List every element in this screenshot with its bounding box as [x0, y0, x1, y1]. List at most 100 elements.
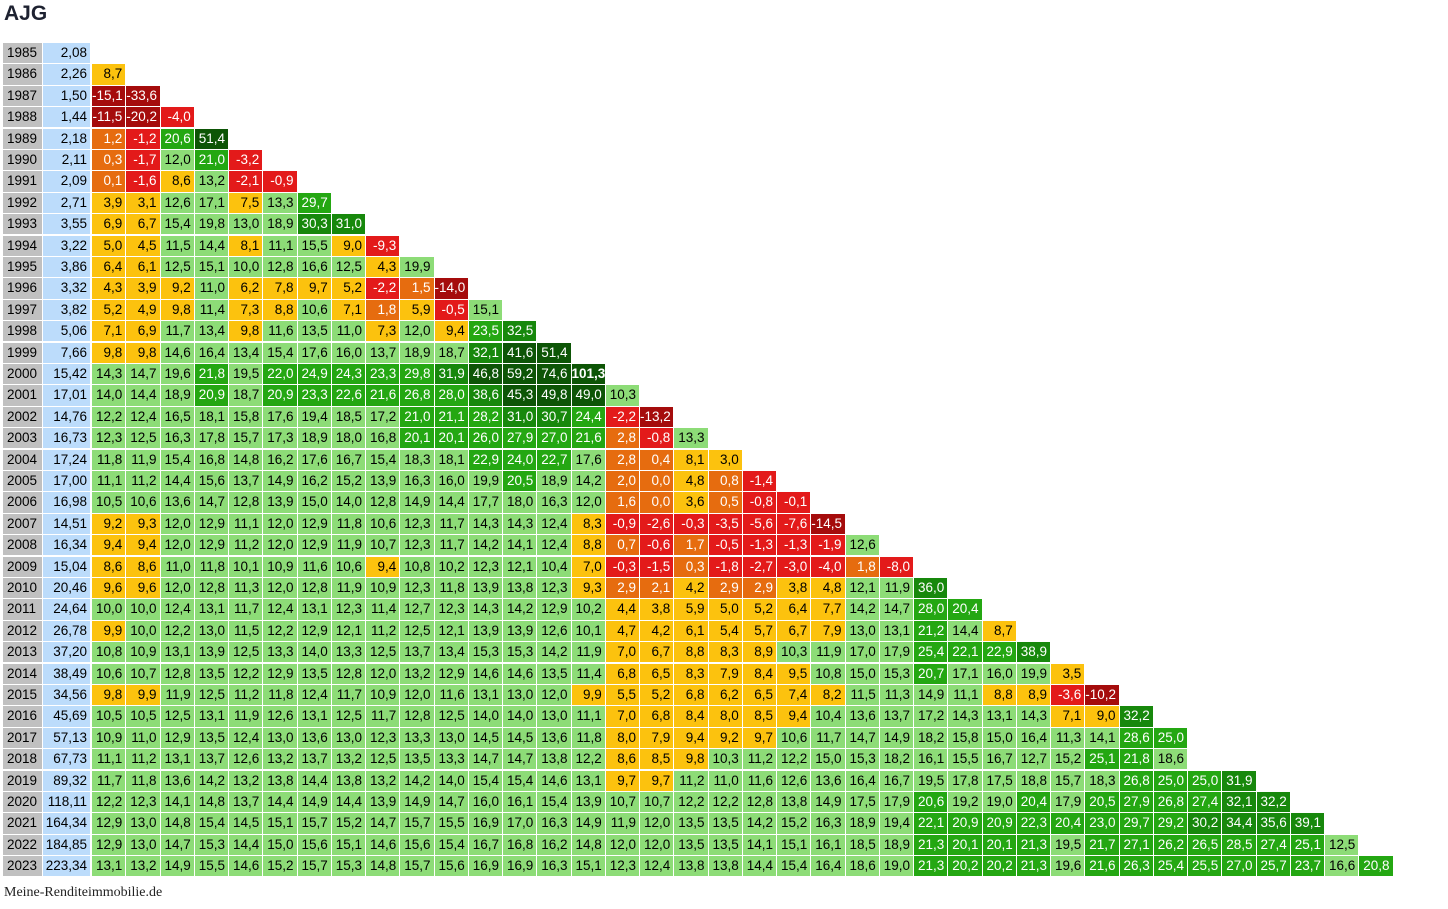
- return-cell: 20,1: [434, 428, 468, 449]
- return-cell: 11,7: [434, 535, 468, 556]
- return-cell: 12,5: [126, 428, 160, 449]
- return-cell: 4,9: [126, 299, 160, 320]
- return-cell: 5,9: [674, 599, 708, 620]
- return-cell: 11,6: [742, 770, 776, 791]
- return-cell: 11,9: [331, 578, 365, 599]
- return-cell: 13,0: [845, 620, 879, 641]
- return-cell: 13,3: [674, 428, 708, 449]
- return-cell: 13,4: [434, 642, 468, 663]
- return-cell: 13,8: [708, 856, 742, 877]
- return-cell: 3,1: [126, 192, 160, 213]
- return-cell: 16,3: [537, 813, 571, 834]
- year-label: 1999: [3, 342, 42, 363]
- return-cell: 10,9: [126, 642, 160, 663]
- return-cell: 10,7: [640, 792, 674, 813]
- return-cell: 13,5: [194, 727, 228, 748]
- return-cell: 16,6: [297, 257, 331, 278]
- return-cell: 12,2: [674, 792, 708, 813]
- return-cell: 24,9: [297, 364, 331, 385]
- price-value: 24,64: [43, 599, 90, 620]
- return-cell: 14,9: [811, 792, 845, 813]
- return-cell: 21,6: [1085, 856, 1119, 877]
- return-cell: 21,3: [914, 856, 948, 877]
- return-cell: 15,3: [845, 749, 879, 770]
- return-cell: 16,8: [503, 834, 537, 855]
- return-cell: 17,6: [263, 406, 297, 427]
- return-cell: 12,0: [263, 578, 297, 599]
- return-cell: 18,8: [1016, 770, 1050, 791]
- return-cell: 0,0: [640, 471, 674, 492]
- return-cell: 9,0: [331, 235, 365, 256]
- return-cell: 14,3: [1016, 706, 1050, 727]
- return-cell: 4,4: [605, 599, 639, 620]
- return-cell: 14,0: [434, 770, 468, 791]
- return-cell: 14,7: [879, 599, 913, 620]
- return-cell: 14,7: [845, 727, 879, 748]
- return-cell: 5,0: [708, 599, 742, 620]
- return-cell: 15,0: [297, 492, 331, 513]
- return-cell: 8,2: [811, 685, 845, 706]
- return-cell: 9,9: [126, 685, 160, 706]
- return-cell: 15,4: [160, 214, 194, 235]
- return-cell: 15,8: [229, 406, 263, 427]
- return-cell: 11,3: [229, 578, 263, 599]
- return-cell: 17,9: [879, 642, 913, 663]
- return-cell: 1,5: [400, 278, 434, 299]
- return-cell: 17,9: [1051, 792, 1085, 813]
- return-cell: 13,5: [297, 321, 331, 342]
- return-cell: 14,0: [297, 642, 331, 663]
- return-cell: 14,6: [229, 856, 263, 877]
- return-cell: 9,4: [674, 727, 708, 748]
- return-cell: 13,1: [297, 706, 331, 727]
- return-cell: 13,8: [263, 770, 297, 791]
- return-cell: 30,2: [1188, 813, 1222, 834]
- return-cell: 6,7: [126, 214, 160, 235]
- return-cell: 8,7: [92, 64, 126, 85]
- return-cell: 12,9: [434, 663, 468, 684]
- return-cell: 12,9: [160, 727, 194, 748]
- return-cell: -8,0: [879, 556, 913, 577]
- return-cell: 8,8: [263, 299, 297, 320]
- return-cell: 12,3: [366, 727, 400, 748]
- return-cell: 14,5: [229, 813, 263, 834]
- return-cell: 15,4: [777, 856, 811, 877]
- return-cell: 17,5: [845, 792, 879, 813]
- return-cell: 4,7: [605, 620, 639, 641]
- return-cell: 1,2: [92, 128, 126, 149]
- year-label: 2022: [3, 834, 42, 855]
- return-cell: 38,9: [1016, 642, 1050, 663]
- year-label: 2002: [3, 406, 42, 427]
- return-cell: -0,5: [708, 535, 742, 556]
- return-cell: 16,7: [468, 834, 502, 855]
- return-cell: 14,4: [297, 770, 331, 791]
- year-label: 2001: [3, 385, 42, 406]
- year-label: 2014: [3, 663, 42, 684]
- return-cell: 12,6: [263, 706, 297, 727]
- return-cell: 12,1: [503, 556, 537, 577]
- return-cell: 45,3: [503, 385, 537, 406]
- return-cell: 7,0: [605, 706, 639, 727]
- return-cell: 15,6: [297, 834, 331, 855]
- return-cell: 15,4: [160, 449, 194, 470]
- return-cell: 13,0: [263, 727, 297, 748]
- return-cell: 17,5: [982, 770, 1016, 791]
- return-cell: 13,7: [194, 749, 228, 770]
- return-cell: 11,8: [434, 578, 468, 599]
- return-cell: 13,0: [194, 620, 228, 641]
- return-cell: 14,2: [845, 599, 879, 620]
- return-cell: 11,8: [126, 770, 160, 791]
- return-cell: 10,6: [777, 727, 811, 748]
- return-cell: 14,0: [331, 492, 365, 513]
- return-cell: 13,0: [126, 834, 160, 855]
- price-value: 2,08: [43, 43, 90, 64]
- return-cell: 6,4: [92, 257, 126, 278]
- return-cell: 25,0: [1188, 770, 1222, 791]
- return-cell: 5,2: [331, 278, 365, 299]
- return-cell: 17,1: [194, 192, 228, 213]
- return-cell: 11,9: [160, 685, 194, 706]
- return-cell: 2,9: [605, 578, 639, 599]
- return-cell: 15,2: [777, 813, 811, 834]
- return-cell: 14,5: [503, 727, 537, 748]
- return-cell: 19,9: [400, 257, 434, 278]
- return-cell: 11,1: [229, 513, 263, 534]
